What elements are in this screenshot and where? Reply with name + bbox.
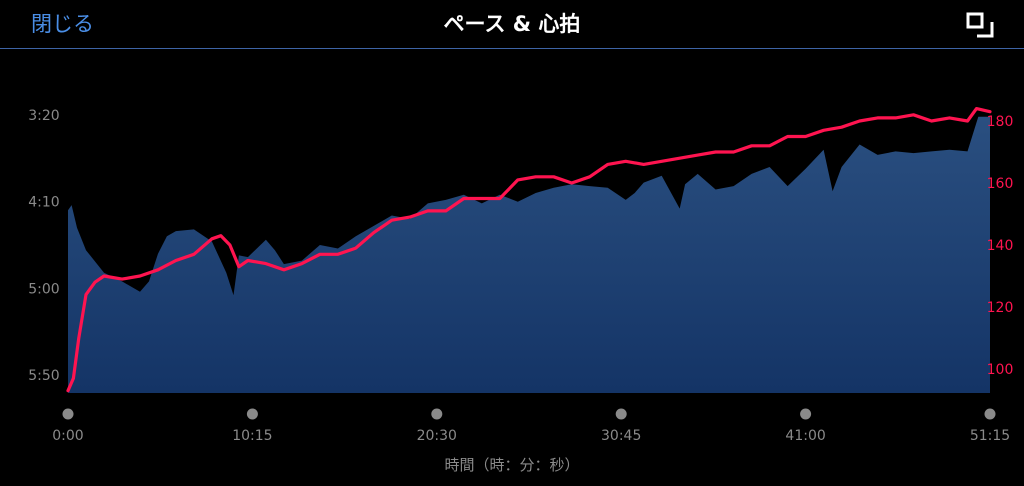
scrub-marker[interactable] <box>246 408 258 420</box>
scrub-marker[interactable] <box>984 408 996 420</box>
x-tick-label: 51:15 <box>970 428 1010 444</box>
x-tick-label: 30:45 <box>601 428 641 444</box>
pace-area <box>68 116 990 393</box>
scrub-marker[interactable] <box>62 408 74 420</box>
header-bar: 閉じる ペース & 心拍 <box>0 0 1024 49</box>
left-tick-label: 3:20 <box>28 108 59 124</box>
right-tick-label: 180 <box>987 114 1014 130</box>
right-tick-label: 140 <box>987 238 1014 254</box>
page-title: ペース & 心拍 <box>443 12 581 36</box>
x-tick-label: 10:15 <box>232 428 272 444</box>
right-tick-label: 160 <box>987 176 1014 192</box>
left-tick-label: 5:00 <box>28 281 59 297</box>
right-tick-label: 120 <box>987 300 1014 316</box>
chart-canvas: 3:20 4:10 5:00 5:50 100 120 140 160 180 0:00 10:… <box>28 107 1014 474</box>
x-tick-label: 20:30 <box>417 428 457 444</box>
right-tick-label: 100 <box>987 362 1014 378</box>
scrub-marker[interactable] <box>615 408 627 420</box>
scrub-marker[interactable] <box>800 408 812 420</box>
left-tick-label: 4:10 <box>28 195 59 211</box>
left-tick-label: 5:50 <box>28 368 59 384</box>
close-button[interactable]: 閉じる <box>31 12 94 36</box>
x-tick-label: 0:00 <box>52 428 83 444</box>
x-axis-label: 時間（時：分：秒） <box>444 456 579 474</box>
heart-rate-line <box>66 107 992 393</box>
pace-heart-rate-chart: 3:20 4:10 5:00 5:50 100 120 140 160 180 0:00 10:… <box>0 50 1024 486</box>
scrub-marker[interactable] <box>431 408 443 420</box>
expand-icon[interactable] <box>966 12 994 38</box>
x-tick-label: 41:00 <box>785 428 825 444</box>
